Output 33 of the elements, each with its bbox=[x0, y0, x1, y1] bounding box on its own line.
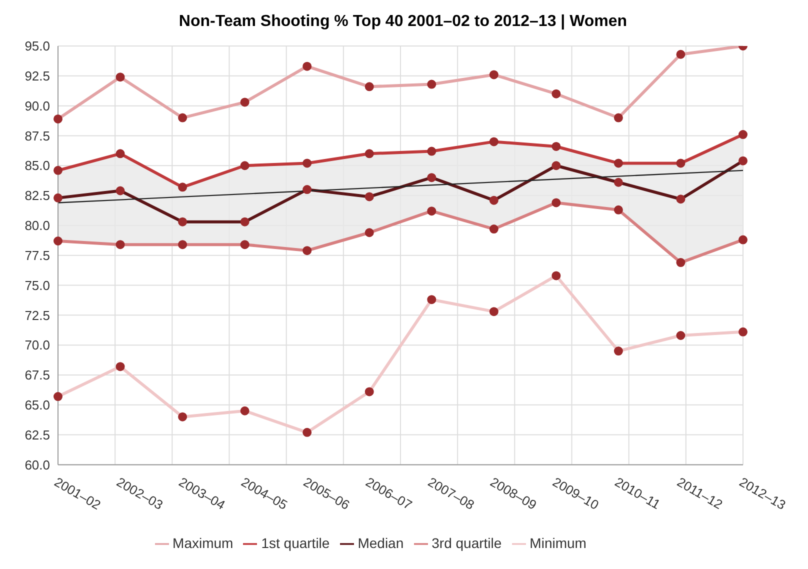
point bbox=[54, 166, 62, 175]
y-tick-label: 72.5 bbox=[24, 308, 50, 323]
legend-label: Maximum bbox=[172, 534, 234, 551]
legend-label: 1st quartile bbox=[261, 534, 330, 551]
point bbox=[427, 146, 436, 156]
y-tick-label: 92.5 bbox=[24, 68, 50, 84]
point bbox=[614, 158, 623, 168]
legend-label: 3rd quartile bbox=[432, 534, 502, 551]
y-tick-label: 75.0 bbox=[24, 278, 50, 293]
y-tick-label: 95.0 bbox=[24, 38, 50, 54]
y-tick-label: 67.5 bbox=[24, 368, 50, 383]
y-tick-label: 85.0 bbox=[24, 158, 50, 174]
point bbox=[178, 182, 188, 192]
y-tick-label: 80.0 bbox=[24, 218, 50, 234]
y-tick-label: 65.0 bbox=[24, 398, 50, 413]
point bbox=[116, 149, 125, 158]
legend-label: Median bbox=[358, 534, 404, 551]
chart-title: Non-Team Shooting % Top 40 2001–02 to 2012–13 | Women bbox=[178, 12, 628, 32]
y-tick-label: 90.0 bbox=[24, 98, 50, 114]
y-tick-label: 60.0 bbox=[24, 457, 50, 472]
y-tick-label: 70.0 bbox=[24, 338, 50, 353]
point bbox=[364, 149, 374, 158]
y-tick-label: 82.5 bbox=[24, 188, 50, 204]
point bbox=[552, 142, 561, 151]
legend-label: Minimum bbox=[530, 534, 586, 551]
y-tick-label: 62.5 bbox=[24, 427, 50, 442]
y-tick-label: 77.5 bbox=[24, 248, 50, 263]
y-tick-label: 87.5 bbox=[24, 128, 50, 144]
point bbox=[489, 137, 498, 146]
point bbox=[240, 161, 250, 170]
point bbox=[302, 158, 312, 168]
point bbox=[738, 130, 748, 140]
point bbox=[676, 158, 686, 168]
